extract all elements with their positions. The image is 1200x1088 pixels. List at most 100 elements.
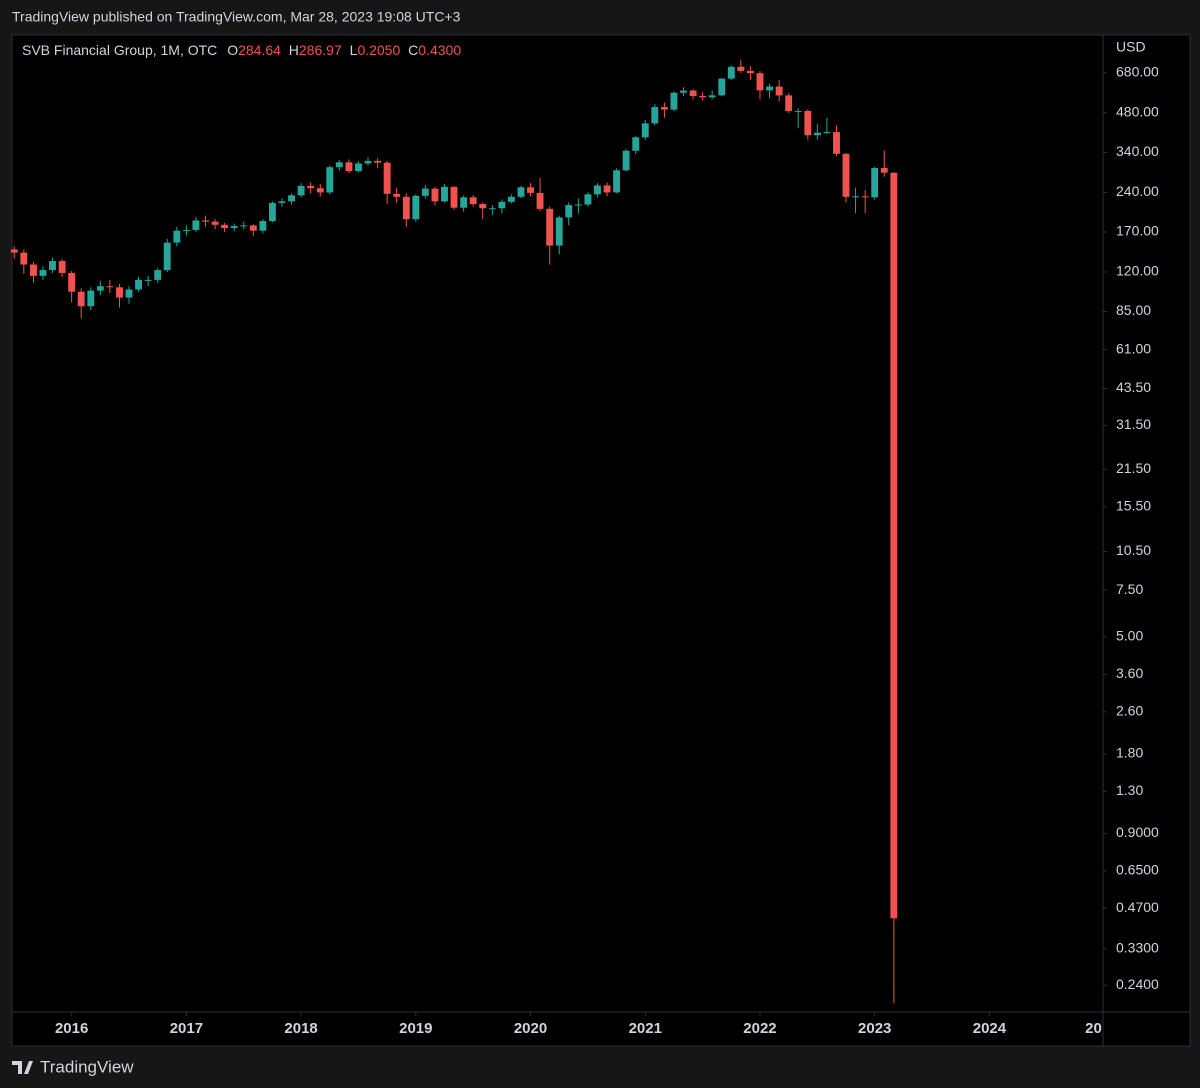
chart-pane <box>11 34 1191 1047</box>
y-tick-label: 0.3300 <box>1116 939 1159 955</box>
ohlc-value: 0.2050 <box>357 42 400 58</box>
candle-body <box>240 225 248 227</box>
candle-body <box>96 286 104 291</box>
candle-body <box>565 205 573 218</box>
candle-body <box>374 160 382 163</box>
candle-body <box>259 221 267 231</box>
candle-body <box>211 221 219 225</box>
candle-body <box>861 196 869 198</box>
legend: SVB Financial Group, 1M, OTC O284.64 H28… <box>22 42 461 58</box>
y-tick-label: 31.50 <box>1116 416 1151 432</box>
candle-body <box>20 252 28 265</box>
ohlc-value: 286.97 <box>299 42 342 58</box>
x-tick-label: 2023 <box>858 1020 891 1037</box>
candle-body <box>632 137 640 151</box>
candle-body <box>842 153 850 197</box>
y-tick-label: 2.60 <box>1116 702 1143 718</box>
ohlc-key: H <box>289 42 299 58</box>
y-tick-label: 0.9000 <box>1116 824 1159 840</box>
candles <box>10 59 898 1004</box>
candle-body <box>641 123 649 138</box>
candle-body <box>355 163 362 172</box>
candle-body <box>833 132 840 154</box>
candle-body <box>335 162 343 168</box>
candle-body <box>469 197 477 204</box>
candle-body <box>785 95 793 111</box>
y-tick-label: 480.00 <box>1116 104 1159 120</box>
y-tick-label: 10.50 <box>1116 542 1151 558</box>
candle-body <box>135 279 142 290</box>
ohlc-value: 0.4300 <box>418 42 461 58</box>
x-tick-label: 2019 <box>399 1020 432 1037</box>
y-tick-label: 0.4700 <box>1116 899 1159 915</box>
candle-body <box>660 107 668 110</box>
candle-body <box>804 110 812 136</box>
candle-body <box>584 194 592 205</box>
candle-body <box>708 95 716 98</box>
candle-body <box>10 249 18 253</box>
candle-body <box>460 197 468 208</box>
y-tick-label: 43.50 <box>1116 379 1151 395</box>
y-tick-label: 61.00 <box>1116 340 1151 356</box>
x-tick-label: 2017 <box>170 1020 203 1037</box>
candle-body <box>507 196 515 202</box>
candle-body <box>402 196 410 220</box>
y-tick-label: 85.00 <box>1116 302 1151 318</box>
candle-body <box>555 217 563 246</box>
x-tick-label: 2024 <box>973 1020 1007 1037</box>
ohlc-key: C <box>408 42 418 58</box>
symbol: SVB Financial Group, 1M, OTC <box>22 42 217 58</box>
candle-body <box>383 162 391 194</box>
y-tick-label: 240.00 <box>1116 183 1159 199</box>
candle-body <box>527 187 534 193</box>
candle-body <box>517 187 525 197</box>
x-tick-label: 2016 <box>55 1020 88 1037</box>
candle-body <box>412 195 420 220</box>
candle-body <box>670 92 678 110</box>
y-tick-label: 680.00 <box>1116 64 1159 80</box>
candle-body <box>87 290 95 307</box>
candle-body <box>593 185 601 195</box>
candle-body <box>441 186 448 202</box>
y-tick-label: 1.30 <box>1116 782 1143 798</box>
footer-text: TradingView <box>40 1057 134 1076</box>
candle-body <box>77 291 85 307</box>
y-tick-label: 170.00 <box>1116 223 1159 239</box>
candle-body <box>393 193 401 197</box>
candle-body <box>192 220 200 230</box>
candle-body <box>249 225 257 231</box>
candle-body <box>756 73 764 91</box>
candle-body <box>106 286 114 288</box>
candle-body <box>39 270 47 276</box>
candle-body <box>182 229 190 231</box>
candle-body <box>680 90 687 93</box>
y-tick-label: 21.50 <box>1116 460 1151 476</box>
footer-logo: TradingView <box>12 1057 134 1076</box>
currency-label: USD <box>1116 39 1146 55</box>
candle-body <box>871 167 879 198</box>
y-tick-label: 0.2400 <box>1116 976 1159 992</box>
candle-body <box>49 261 56 271</box>
y-tick-label: 3.60 <box>1116 665 1143 681</box>
ohlc-key: L <box>350 42 358 58</box>
candle-body <box>154 270 162 280</box>
candle-body <box>297 185 305 196</box>
candle-body <box>880 167 888 173</box>
candle-body <box>727 66 735 79</box>
candle-body <box>775 86 783 96</box>
candle-body <box>230 226 238 229</box>
x-tick-label: 2018 <box>284 1020 317 1037</box>
candle-body <box>58 261 66 273</box>
candle-body <box>307 185 315 189</box>
y-tick-label: 1.80 <box>1116 745 1143 761</box>
time-axis: 2016 2017 2018 2019 2020 2021 2022 2023 2024 20 <box>55 1012 1102 1037</box>
candle-body <box>699 95 707 98</box>
header-text: TradingView published on TradingView.com… <box>12 9 461 25</box>
candle-body <box>221 224 229 229</box>
candle-body <box>747 70 754 74</box>
candle-body <box>488 208 496 210</box>
candle-body <box>823 132 831 134</box>
candle-body <box>603 185 611 193</box>
ohlc-key: O <box>227 42 238 58</box>
